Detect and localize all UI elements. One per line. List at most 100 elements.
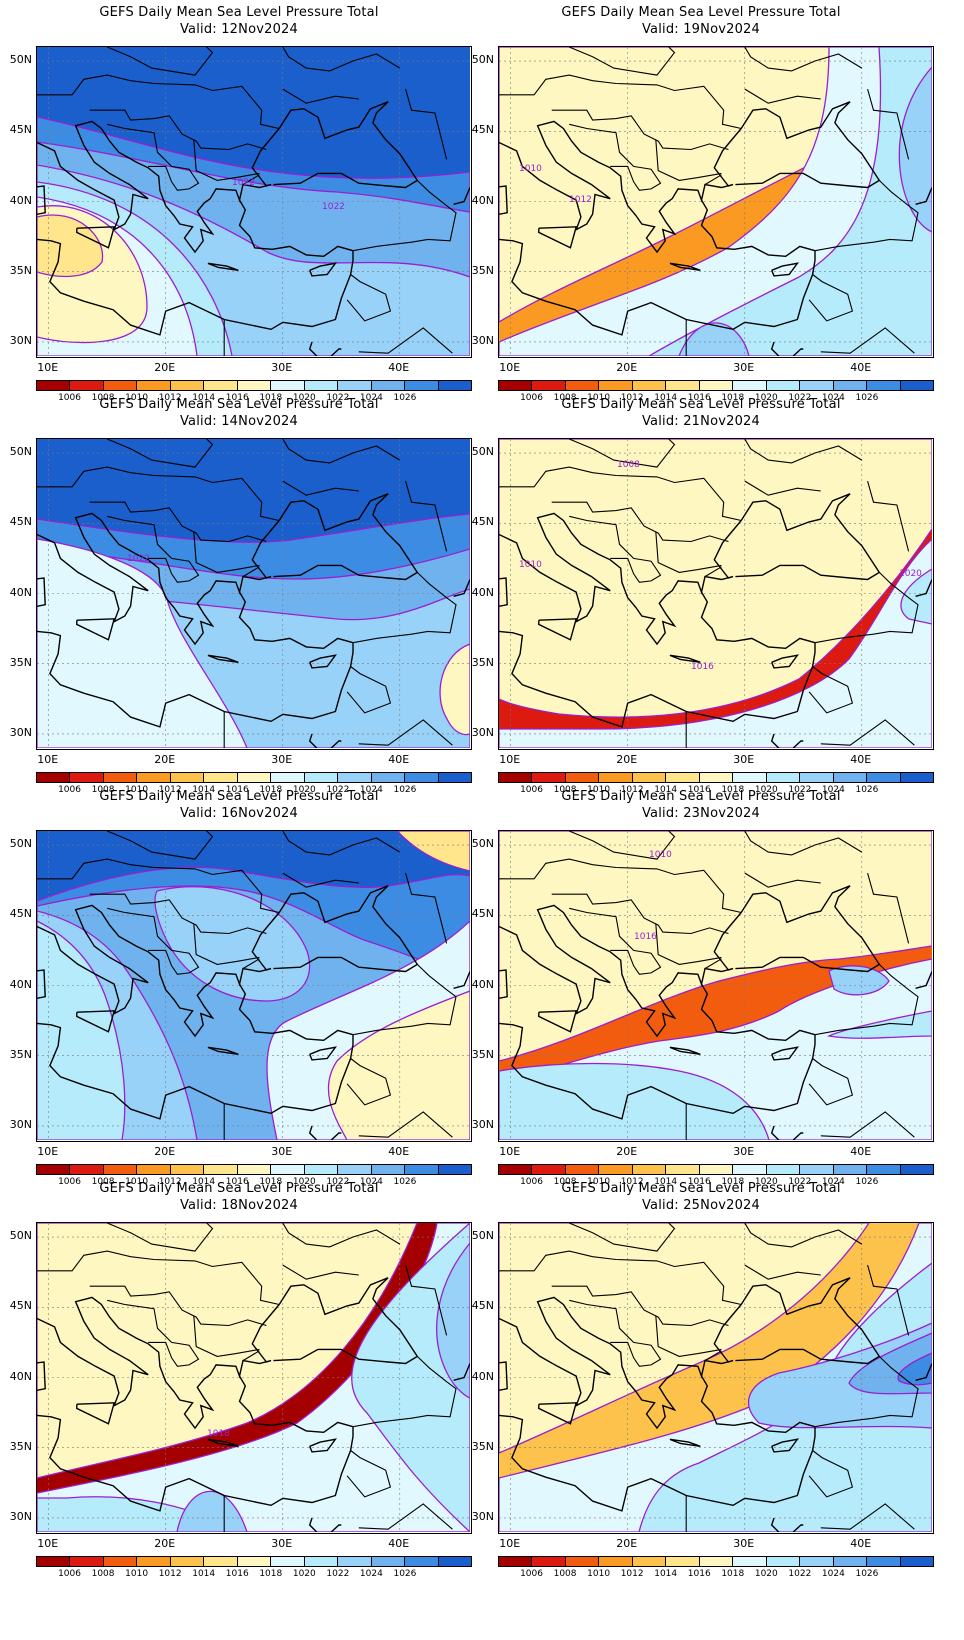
colorbar-label: 1026 <box>393 1177 417 1187</box>
colorbar-swatch <box>237 1165 272 1174</box>
colorbar-label: 1006 <box>520 393 543 403</box>
coastline <box>273 101 419 189</box>
contour-label: 1022 <box>232 178 255 188</box>
colorbar-label: 1008 <box>91 785 115 795</box>
colorbar-label: 1014 <box>192 1569 216 1579</box>
country-border <box>820 1111 915 1138</box>
colorbar-label: 1008 <box>553 393 577 403</box>
lat-tick-label: 35N <box>9 1047 32 1061</box>
lon-tick-label: 20E <box>616 1537 638 1550</box>
country-border <box>346 274 392 322</box>
colorbar-swatch <box>867 381 901 390</box>
country-border <box>814 180 919 252</box>
map-svg: 1010 1012 <box>499 47 932 356</box>
country-border <box>655 139 722 181</box>
lat-tick-label: 45N <box>9 123 32 137</box>
colorbar-swatch <box>632 381 667 390</box>
colorbar-label: 1012 <box>158 1177 182 1187</box>
colorbar-swatch <box>800 381 834 390</box>
colorbar-swatch <box>371 1165 406 1174</box>
colorbar-label: 1012 <box>158 393 182 403</box>
colorbar-swatch <box>103 381 138 390</box>
country-border <box>193 531 260 573</box>
colorbar-swatch <box>103 1165 138 1174</box>
lat-tick-label: 35N <box>9 263 32 277</box>
colorbar-label: 1022 <box>326 1569 350 1579</box>
colorbar-label: 1020 <box>754 1569 778 1579</box>
coastline <box>669 1438 701 1447</box>
colorbar-swatch <box>271 381 305 390</box>
colorbar-swatch <box>867 1165 901 1174</box>
colorbar-label: 1020 <box>292 1569 316 1579</box>
country-border <box>193 923 260 965</box>
country-border <box>282 439 401 464</box>
pressure-band <box>37 920 126 1140</box>
colorbar-swatch <box>699 381 734 390</box>
country-border <box>107 1299 200 1367</box>
panel-title: GEFS Daily Mean Sea Level Pressure Total <box>99 397 379 412</box>
country-border <box>568 47 676 76</box>
colorbar <box>36 1556 472 1567</box>
country-border <box>867 1264 910 1336</box>
contour-label: 1016 <box>634 932 657 942</box>
country-border <box>499 858 742 914</box>
lat-tick-label: 35N <box>471 1439 494 1453</box>
lat-tick-label: 45N <box>9 515 32 529</box>
lat-tick-label: 40N <box>9 193 32 207</box>
colorbar-swatch <box>833 1165 868 1174</box>
country-border <box>499 1250 742 1306</box>
coastline <box>735 101 881 189</box>
colorbar <box>498 380 934 391</box>
colorbar-swatch <box>766 381 801 390</box>
coastline <box>538 618 578 641</box>
lat-tick-label: 40N <box>471 977 494 991</box>
colorbar-label: 1022 <box>788 785 812 795</box>
country-border <box>107 907 200 975</box>
coastline <box>735 493 881 581</box>
lon-tick-label: 40E <box>850 361 872 374</box>
pressure-band <box>499 538 932 748</box>
colorbar-swatch <box>438 1165 472 1174</box>
lon-tick-label: 10E <box>499 361 521 374</box>
colorbar-swatch <box>733 773 767 782</box>
colorbar-label: 1016 <box>687 785 711 795</box>
country-border <box>106 831 214 860</box>
colorbar-label: 1010 <box>587 393 611 403</box>
colorbar-swatch <box>565 1165 600 1174</box>
colorbar-swatch <box>271 1557 305 1566</box>
colorbar-swatch <box>499 773 533 782</box>
pressure-map: 1018 <box>36 1222 472 1534</box>
coastline <box>538 1010 578 1033</box>
colorbar <box>36 380 472 391</box>
coastline <box>499 1296 742 1430</box>
colorbar-swatch <box>103 773 138 782</box>
colorbar-label: 1010 <box>125 1177 149 1187</box>
colorbar-label: 1024 <box>821 785 845 795</box>
lat-tick-label: 40N <box>9 977 32 991</box>
country-border <box>37 466 280 522</box>
coastline <box>76 618 116 641</box>
coastline <box>771 1438 800 1453</box>
colorbar-swatch <box>371 1557 406 1566</box>
coastline <box>453 579 470 597</box>
colorbar-label: 1024 <box>359 1569 383 1579</box>
coastline <box>499 983 816 1120</box>
lon-tick-label: 20E <box>616 753 638 766</box>
panel-valid-date: Valid: 25Nov2024 <box>641 1198 761 1213</box>
lat-tick-label: 50N <box>471 837 494 851</box>
colorbar-label: 1012 <box>620 1177 644 1187</box>
country-border <box>352 180 457 252</box>
coastline <box>37 1375 354 1512</box>
lon-tick-label: 30E <box>733 753 755 766</box>
country-border <box>282 1264 359 1280</box>
colorbar-swatch <box>532 381 566 390</box>
colorbar-label: 1014 <box>654 1569 678 1579</box>
country-border <box>346 666 392 714</box>
lat-tick-label: 35N <box>471 655 494 669</box>
colorbar-label: 1010 <box>125 785 149 795</box>
colorbar-swatch <box>766 1165 801 1174</box>
colorbar-swatch <box>565 773 600 782</box>
colorbar-swatch <box>338 381 372 390</box>
panel-title: GEFS Daily Mean Sea Level Pressure Total <box>99 1181 379 1196</box>
colorbar-swatch <box>666 1557 700 1566</box>
